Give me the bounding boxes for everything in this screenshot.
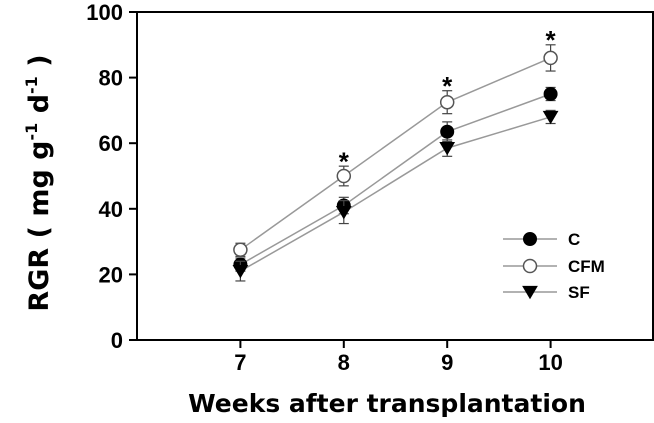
data-point-c bbox=[440, 124, 455, 139]
significance-marker: * bbox=[442, 71, 453, 101]
legend-marker-sf bbox=[522, 285, 538, 300]
significance-marker: * bbox=[546, 25, 557, 55]
legend-label-sf: SF bbox=[568, 283, 590, 302]
data-point-sf bbox=[542, 110, 559, 125]
plot-frame bbox=[136, 11, 654, 341]
y-tick-label: 60 bbox=[99, 131, 123, 156]
legend-label-cfm: CFM bbox=[568, 257, 605, 276]
y-tick-label: 0 bbox=[111, 328, 123, 353]
y-axis-title: RGR ( mg g-1 d-1 ) bbox=[22, 54, 55, 311]
x-tick-label: 8 bbox=[338, 350, 350, 375]
data-point-cfm bbox=[233, 242, 248, 258]
series-line-cfm bbox=[239, 57, 551, 251]
x-tick-label: 10 bbox=[538, 350, 562, 375]
y-tick-label: 20 bbox=[99, 262, 123, 287]
data-point-cfm bbox=[543, 50, 558, 66]
legend-marker-cfm bbox=[522, 258, 538, 274]
significance-marker: * bbox=[339, 146, 350, 176]
y-tick-label: 100 bbox=[86, 0, 123, 25]
y-tick-label: 80 bbox=[99, 66, 123, 91]
plot-area: 0 20 40 60 80 100 7 8 9 10 * * * bbox=[86, 0, 654, 375]
data-point-cfm bbox=[439, 94, 455, 110]
data-point-sf bbox=[232, 265, 249, 279]
data-point-cfm bbox=[336, 168, 352, 184]
x-axis-title: Weeks after transplantation bbox=[188, 389, 586, 418]
y-tick-label: 40 bbox=[99, 197, 123, 222]
data-point-sf bbox=[439, 142, 456, 156]
legend: C CFM SF bbox=[503, 230, 605, 302]
data-point-c bbox=[543, 87, 558, 101]
series-line-sf bbox=[240, 116, 551, 272]
legend-label-c: C bbox=[568, 230, 580, 249]
data-point-sf bbox=[335, 205, 352, 220]
series-line-c bbox=[240, 93, 551, 266]
legend-marker-c bbox=[523, 232, 537, 246]
x-tick-label: 7 bbox=[234, 350, 246, 375]
x-tick-label: 9 bbox=[441, 350, 453, 375]
